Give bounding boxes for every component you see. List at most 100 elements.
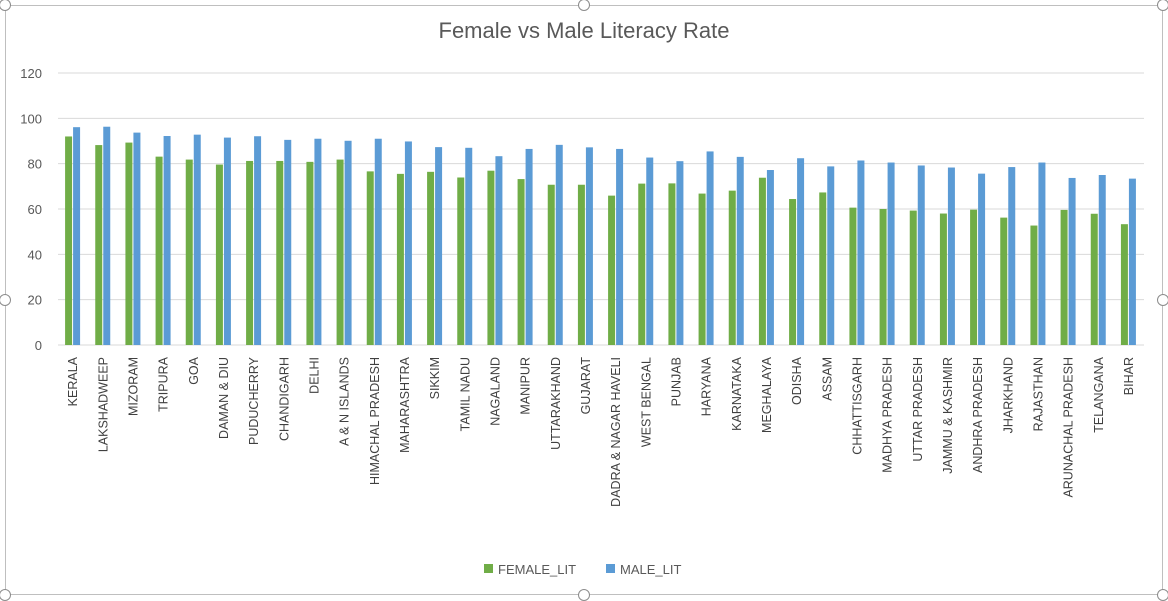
category-label: MANIPUR <box>519 357 533 415</box>
category-label: MADHYA PRADESH <box>881 357 895 473</box>
bar-male-lit <box>857 160 865 345</box>
category-label: CHANDIGARH <box>277 357 291 441</box>
bar-female-lit <box>789 199 797 345</box>
legend-label: MALE_LIT <box>620 562 681 577</box>
bar-female-lit <box>487 170 495 345</box>
bar-male-lit <box>404 141 412 345</box>
bar-female-lit <box>215 164 223 345</box>
bar-female-lit <box>879 209 887 345</box>
chart-title: Female vs Male Literacy Rate <box>438 18 730 43</box>
bar-female-lit <box>95 145 103 345</box>
category-label: KARNATAKA <box>730 356 744 431</box>
bar-male-lit <box>1008 167 1016 345</box>
bar-female-lit <box>336 159 344 345</box>
bar-female-lit <box>668 183 676 345</box>
y-tick-label: 60 <box>28 202 42 217</box>
bar-male-lit <box>827 166 835 345</box>
category-label: WEST BENGAL <box>639 357 653 447</box>
bar-male-lit <box>736 156 744 345</box>
resize-handle-top-left[interactable] <box>0 0 11 11</box>
category-label: PUNJAB <box>669 357 683 406</box>
y-tick-label: 80 <box>28 157 42 172</box>
category-label: DAMAN & DIU <box>217 357 231 439</box>
bar-female-lit <box>1030 225 1038 345</box>
category-label: HIMACHAL PRADESH <box>368 357 382 485</box>
resize-handle-top-right[interactable] <box>1157 0 1168 11</box>
bar-male-lit <box>435 147 443 345</box>
category-label: SIKKIM <box>428 357 442 399</box>
bar-male-lit <box>947 167 955 345</box>
bar-male-lit <box>465 147 473 345</box>
bar-male-lit <box>978 173 986 345</box>
bar-female-lit <box>427 171 435 345</box>
category-label: PUDUCHERRY <box>247 356 261 445</box>
bar-male-lit <box>284 139 292 345</box>
bar-female-lit <box>276 160 284 345</box>
bar-male-lit <box>917 165 925 345</box>
bar-female-lit <box>1060 209 1068 345</box>
bar-male-lit <box>585 147 593 345</box>
category-label: CHHATTISGARH <box>850 357 864 455</box>
bar-male-lit <box>676 161 684 345</box>
bar-female-lit <box>155 156 163 345</box>
bar-male-lit <box>706 151 714 345</box>
bar-male-lit <box>555 144 563 345</box>
y-tick-label: 120 <box>20 66 42 81</box>
category-label: ODISHA <box>790 356 804 405</box>
y-tick-label: 40 <box>28 247 42 262</box>
bar-female-lit <box>246 160 254 345</box>
bar-female-lit <box>819 192 827 345</box>
category-label: TELANGANA <box>1092 356 1106 432</box>
bar-female-lit <box>849 207 857 345</box>
bar-female-lit <box>638 183 646 345</box>
category-label: ARUNACHAL PRADESH <box>1062 357 1076 498</box>
bar-female-lit <box>306 161 314 345</box>
category-label: MEGHALAYA <box>760 356 774 433</box>
bar-male-lit <box>344 140 352 345</box>
bar-female-lit <box>457 177 465 345</box>
category-label: NAGALAND <box>488 357 502 426</box>
resize-handle-top-center[interactable] <box>578 0 590 11</box>
category-label: DELHI <box>307 357 321 394</box>
category-label: BIHAR <box>1122 357 1136 395</box>
bar-female-lit <box>909 210 917 345</box>
bar-male-lit <box>766 170 774 345</box>
bar-female-lit <box>698 193 706 345</box>
bar-male-lit <box>495 156 503 345</box>
bar-male-lit <box>73 127 81 345</box>
bar-female-lit <box>1090 213 1098 345</box>
y-tick-label: 0 <box>35 338 42 353</box>
bar-female-lit <box>939 213 947 345</box>
bar-female-lit <box>396 173 404 345</box>
bar-male-lit <box>374 138 382 345</box>
bar-female-lit <box>366 171 374 345</box>
resize-handle-middle-right[interactable] <box>1157 294 1168 306</box>
category-label: DADRA & NAGAR HAVELI <box>609 357 623 507</box>
bar-male-lit <box>616 148 624 345</box>
bar-male-lit <box>1098 175 1106 345</box>
bar-female-lit <box>608 195 616 345</box>
bar-male-lit <box>254 136 262 345</box>
y-tick-label: 20 <box>28 293 42 308</box>
category-label: UTTAR PRADESH <box>911 357 925 462</box>
category-label: RAJASTHAN <box>1031 357 1045 431</box>
bar-male-lit <box>1128 178 1136 345</box>
category-label: MIZORAM <box>126 357 140 416</box>
bar-male-lit <box>314 138 322 345</box>
category-label: GOA <box>187 356 201 384</box>
category-label: A & N ISLANDS <box>338 357 352 446</box>
bar-female-lit <box>1000 217 1008 345</box>
y-tick-label: 100 <box>20 111 42 126</box>
bar-male-lit <box>646 157 654 345</box>
bar-male-lit <box>193 134 201 345</box>
bar-female-lit <box>728 190 736 345</box>
category-label: MAHARASHTRA <box>398 356 412 453</box>
bar-male-lit <box>1068 177 1076 345</box>
category-label: LAKSHADWEEP <box>96 357 110 452</box>
bar-female-lit <box>517 179 525 345</box>
category-label: JAMMU & KASHMIR <box>941 357 955 474</box>
bar-female-lit <box>125 142 133 345</box>
resize-handle-middle-left[interactable] <box>0 294 11 306</box>
category-label: ASSAM <box>820 357 834 401</box>
